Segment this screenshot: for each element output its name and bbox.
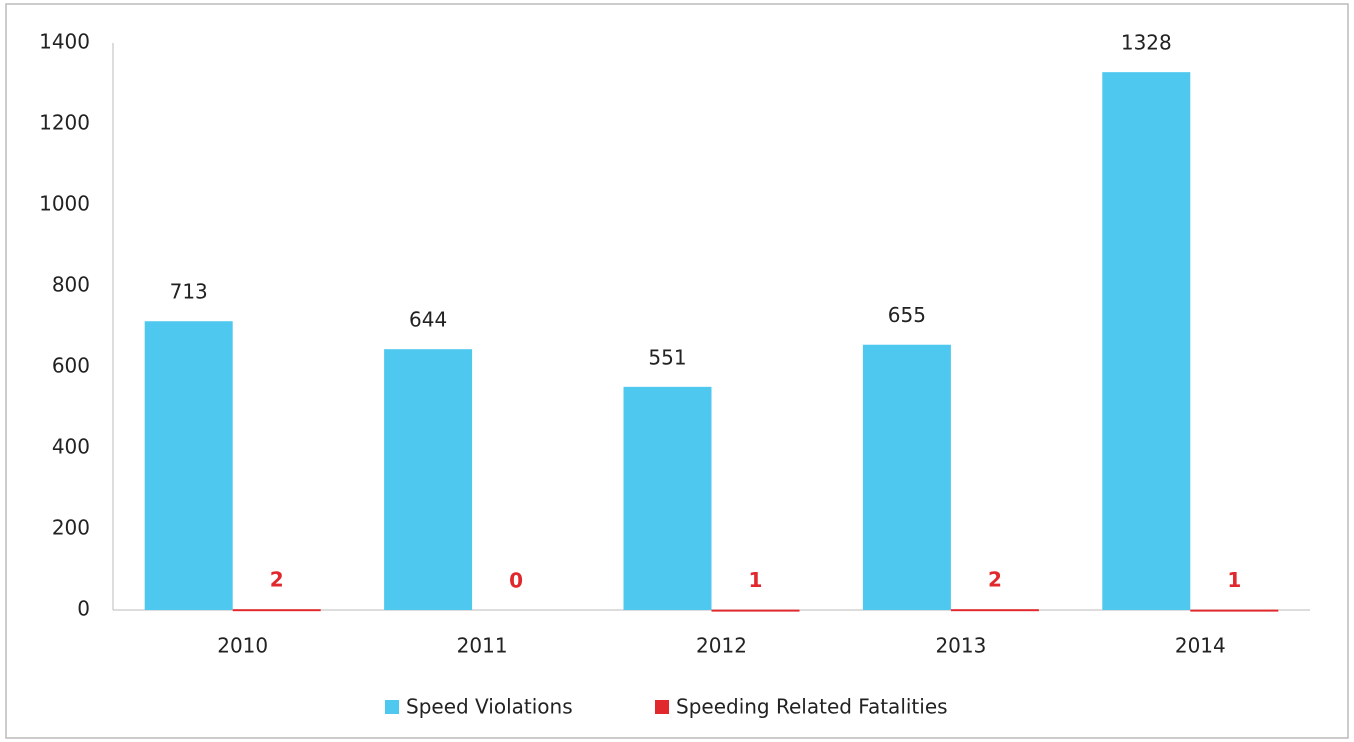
- bar: [1190, 609, 1279, 612]
- value-label: 713: [170, 280, 208, 304]
- value-label: 1: [1227, 568, 1241, 592]
- y-tick-label: 800: [52, 273, 90, 297]
- legend-label: Speed Violations: [406, 695, 573, 719]
- y-tick-label: 1200: [39, 111, 90, 135]
- legend-swatch: [655, 700, 669, 714]
- bar: [862, 344, 951, 610]
- value-label: 2: [270, 568, 284, 592]
- x-tick-label: 2012: [696, 634, 747, 658]
- value-label: 644: [409, 308, 447, 332]
- bar: [1102, 72, 1191, 610]
- value-label: 2: [988, 568, 1002, 592]
- value-label: 655: [888, 303, 926, 327]
- bar: [950, 609, 1039, 612]
- y-tick-label: 0: [77, 597, 90, 621]
- value-label: 0: [509, 569, 523, 593]
- value-label: 1328: [1121, 31, 1172, 55]
- value-label: 1: [749, 568, 763, 592]
- legend-label: Speeding Related Fatalities: [676, 695, 948, 719]
- bar: [144, 321, 233, 610]
- y-tick-label: 1400: [39, 30, 90, 54]
- x-tick-label: 2014: [1175, 634, 1226, 658]
- x-tick-label: 2013: [935, 634, 986, 658]
- y-tick-label: 1000: [39, 192, 90, 216]
- bar: [623, 386, 712, 610]
- x-tick-label: 2011: [457, 634, 508, 658]
- value-label: 551: [648, 345, 686, 369]
- bar: [711, 609, 800, 612]
- bar: [232, 609, 321, 612]
- legend-swatch: [385, 700, 399, 714]
- y-tick-label: 600: [52, 354, 90, 378]
- x-tick-label: 2010: [217, 634, 268, 658]
- y-tick-label: 400: [52, 435, 90, 459]
- y-tick-label: 200: [52, 516, 90, 540]
- bar: [384, 349, 473, 610]
